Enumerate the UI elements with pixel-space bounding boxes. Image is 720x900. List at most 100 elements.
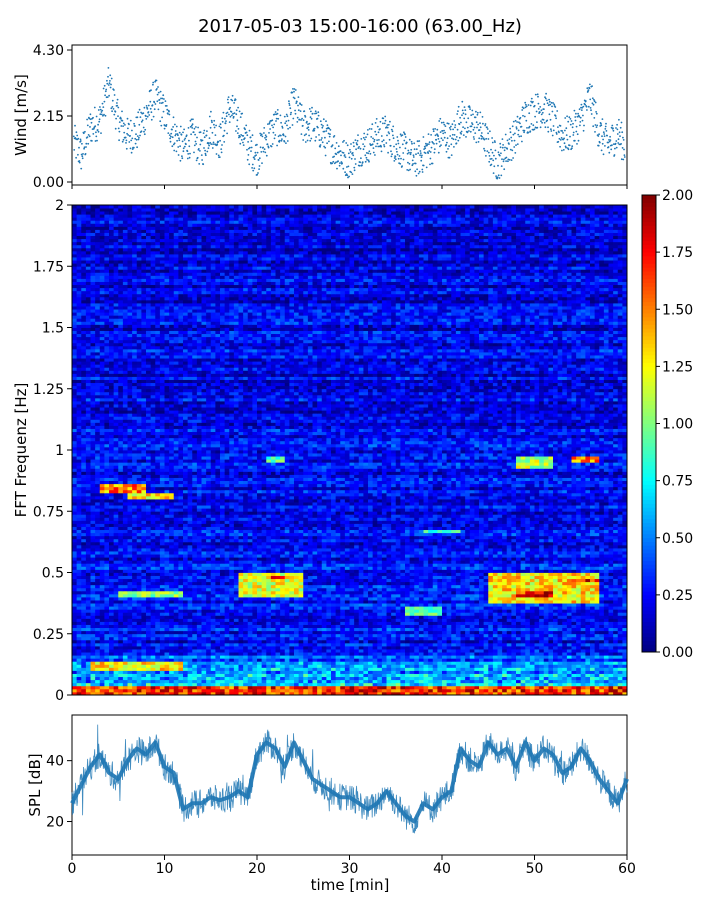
wind-point xyxy=(442,139,444,141)
wind-point xyxy=(583,130,585,132)
spectrogram-cell xyxy=(248,628,253,631)
spectrogram-cell xyxy=(225,631,230,634)
spectrogram-cell xyxy=(146,634,151,637)
wind-point xyxy=(295,89,297,91)
spectrogram-cell xyxy=(229,640,234,643)
spectrogram-cell xyxy=(539,612,544,615)
spectrogram-cell xyxy=(211,649,216,652)
spectrogram-cell xyxy=(155,689,160,692)
wind-point xyxy=(284,122,286,124)
spectrogram-cell xyxy=(359,680,364,683)
wind-point xyxy=(355,139,357,141)
spectrogram-cell xyxy=(558,637,563,640)
spectrogram-cell xyxy=(266,625,271,628)
wind-point xyxy=(193,152,195,154)
spectrogram-cell xyxy=(442,634,447,637)
spectrogram-cell xyxy=(548,615,553,618)
spectrogram-cell xyxy=(220,664,225,667)
spectrogram-cell xyxy=(604,649,609,652)
spectrogram-cell xyxy=(493,625,498,628)
spectrogram-cell xyxy=(234,615,239,618)
spectrogram-cell xyxy=(363,640,368,643)
wind-point xyxy=(268,147,270,149)
spectrogram-cell xyxy=(160,646,165,649)
spectrogram-cell xyxy=(280,655,285,658)
spectrogram-cell xyxy=(257,683,262,686)
spectrogram-cell xyxy=(104,640,109,643)
spectrogram-cell xyxy=(479,637,484,640)
spectrogram-cell xyxy=(405,609,410,612)
spectrogram-cell xyxy=(595,658,600,661)
wind-point xyxy=(272,143,274,145)
wind-point xyxy=(448,123,450,125)
spectrogram-cell xyxy=(262,637,267,640)
wind-point xyxy=(569,145,571,147)
wind-point xyxy=(399,163,401,165)
wind-point xyxy=(324,147,326,149)
spectrogram-cell xyxy=(502,649,507,652)
wind-point xyxy=(99,118,101,120)
spectrogram-cell xyxy=(599,677,604,680)
wind-point xyxy=(553,130,555,132)
spectrogram-cell xyxy=(188,618,193,621)
spectrogram-cell xyxy=(100,640,105,643)
spectrogram-cell xyxy=(488,667,493,670)
spectrogram-cell xyxy=(525,652,530,655)
spectrogram-cell xyxy=(77,606,82,609)
spectrogram-cell xyxy=(81,634,86,637)
spectrogram-cell xyxy=(581,677,586,680)
spectrogram-cell xyxy=(225,680,230,683)
spectrogram-cell xyxy=(104,612,109,615)
spectrogram-cell xyxy=(419,667,424,670)
spectrogram-cell xyxy=(484,664,489,667)
wind-point xyxy=(154,108,156,110)
spectrogram-cell xyxy=(165,609,170,612)
wind-point xyxy=(336,168,338,170)
wind-point xyxy=(178,154,180,156)
wind-point xyxy=(429,141,431,143)
spectrogram-cell xyxy=(336,646,341,649)
spectrogram-cell xyxy=(81,628,86,631)
wind-point xyxy=(101,114,103,116)
spectrogram-cell xyxy=(340,618,345,621)
spectrogram-cell xyxy=(137,677,142,680)
spectrogram-cell xyxy=(558,625,563,628)
spectrogram-cell xyxy=(479,671,484,674)
spectrogram-cell xyxy=(493,640,498,643)
spectrogram-cell xyxy=(562,609,567,612)
spectrogram-cell xyxy=(387,640,392,643)
spectrogram-cell xyxy=(424,625,429,628)
spectrogram-cell xyxy=(368,649,373,652)
spectrogram-cell xyxy=(382,609,387,612)
spectrogram-cell xyxy=(604,634,609,637)
spectrogram-cell xyxy=(613,646,618,649)
wind-point xyxy=(430,134,432,136)
wind-point xyxy=(438,138,440,140)
spectrogram-cell xyxy=(215,625,220,628)
spectrogram-cell xyxy=(137,689,142,692)
spectrogram-cell xyxy=(572,686,577,689)
spectrogram-cell xyxy=(359,618,364,621)
wind-point xyxy=(229,121,231,123)
spectrogram-cell xyxy=(382,631,387,634)
spectrogram-cell xyxy=(479,640,484,643)
spectrogram-cell xyxy=(502,689,507,692)
wind-point xyxy=(581,109,583,111)
spectrogram-cell xyxy=(548,655,553,658)
wind-point xyxy=(219,156,221,158)
spectrogram-cell xyxy=(225,612,230,615)
spectrogram-cell xyxy=(165,646,170,649)
spectrogram-cell xyxy=(95,671,100,674)
spectrogram-cell xyxy=(437,661,442,664)
wind-point xyxy=(610,139,612,141)
wind-point xyxy=(477,114,479,116)
spectrogram-cell xyxy=(465,652,470,655)
spectrogram-cell xyxy=(572,622,577,625)
spectrogram-cell xyxy=(137,652,142,655)
spectrogram-cell xyxy=(493,658,498,661)
spectrogram-cell xyxy=(447,683,452,686)
spectrogram-cell xyxy=(239,646,244,649)
wind-point xyxy=(526,106,528,108)
spectrogram-cell xyxy=(183,646,188,649)
spectrogram-cell xyxy=(257,689,262,692)
